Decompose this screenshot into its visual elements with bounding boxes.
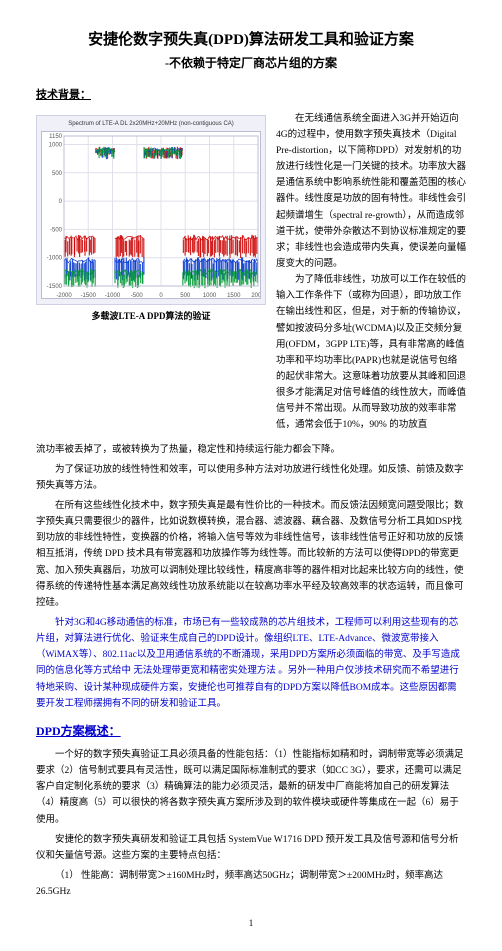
body-para-2: 为了保证功放的线性特性和效率，可以使用多种方法对功放进行线性化处理。如反馈、前馈… xyxy=(36,462,466,494)
section-heading-background: 技术背景： xyxy=(36,87,466,105)
svg-text:1000: 1000 xyxy=(49,143,63,149)
spectrum-svg: -2000 -1500 -1000 -500 0 500 1000 1500 2000 -1500… xyxy=(42,132,261,299)
body-para-7: （1） 性能高：调制带宽＞±160MHz时，频率高达50GHz；调制带宽＞±20… xyxy=(36,868,466,900)
spectrum-plot: -2000 -1500 -1000 -500 0 500 1000 1500 2000 -1500… xyxy=(41,131,261,299)
body-para-1: 流功率被丢掉了，或被转换为了热量，稳定性和持续运行能力都会下降。 xyxy=(36,442,466,458)
right-para-1: 在无线通信系统全面进入3G并开始迈向 4G的过程中，使用数字预失真技术（Digi… xyxy=(276,114,466,269)
svg-text:2000: 2000 xyxy=(251,293,261,299)
intro-right-text: 在无线通信系统全面进入3G并开始迈向 4G的过程中，使用数字预失真技术（Digi… xyxy=(276,111,466,434)
svg-text:-1500: -1500 xyxy=(81,293,97,299)
svg-text:-1000: -1000 xyxy=(105,293,121,299)
svg-text:-500: -500 xyxy=(50,228,63,234)
svg-text:1500: 1500 xyxy=(227,293,241,299)
spectrum-chart-frame: Spectrum of LTE-A DL 2x20MHz+20MHz (non-… xyxy=(36,115,266,305)
chart-title: Spectrum of LTE-A DL 2x20MHz+20MHz (non-… xyxy=(41,120,261,130)
intro-block: Spectrum of LTE-A DL 2x20MHz+20MHz (non-… xyxy=(36,111,466,434)
svg-text:500: 500 xyxy=(52,171,63,177)
svg-text:-1000: -1000 xyxy=(47,256,63,262)
doc-title: 安捷伦数字预失真(DPD)算法研发工具和验证方案 xyxy=(36,28,466,52)
right-para-2: 为了降低非线性，功放可以工作在较低的输入工作条件下（或称为回退），即功放工作在输… xyxy=(276,272,466,433)
svg-text:-1500: -1500 xyxy=(47,284,63,290)
svg-text:-500: -500 xyxy=(131,293,144,299)
svg-text:1150: 1150 xyxy=(49,134,63,140)
section-heading-dpd: DPD方案概述： xyxy=(36,722,466,741)
body-para-6: 安捷伦的数字预失真研发和验证工具包括 SystemVue W1716 DPD 预… xyxy=(36,832,466,864)
svg-text:500: 500 xyxy=(180,293,191,299)
body-para-3: 在所有这些线性化技术中，数字预失真是最有性价比的一种技术。而反馈法因频宽问题受限… xyxy=(36,498,466,611)
svg-text:0: 0 xyxy=(159,293,163,299)
page-number: 1 xyxy=(36,916,466,930)
svg-text:1000: 1000 xyxy=(203,293,217,299)
doc-subtitle: -不依赖于特定厂商芯片组的方案 xyxy=(36,54,466,73)
svg-text:-2000: -2000 xyxy=(56,293,72,299)
chart-caption: 多载波LTE-A DPD算法的验证 xyxy=(36,309,266,323)
svg-text:0: 0 xyxy=(59,199,63,205)
chart-column: Spectrum of LTE-A DL 2x20MHz+20MHz (non-… xyxy=(36,111,266,434)
body-para-5: 一个好的数字预失真验证工具必须具备的性能包括：（1）性能指标如精和时，调制带宽等… xyxy=(36,747,466,828)
body-para-4-blue: 针对3G和4G移动通信的标准，市场已有一些较成熟的芯片组技术，工程师可以利用这些… xyxy=(36,615,466,712)
